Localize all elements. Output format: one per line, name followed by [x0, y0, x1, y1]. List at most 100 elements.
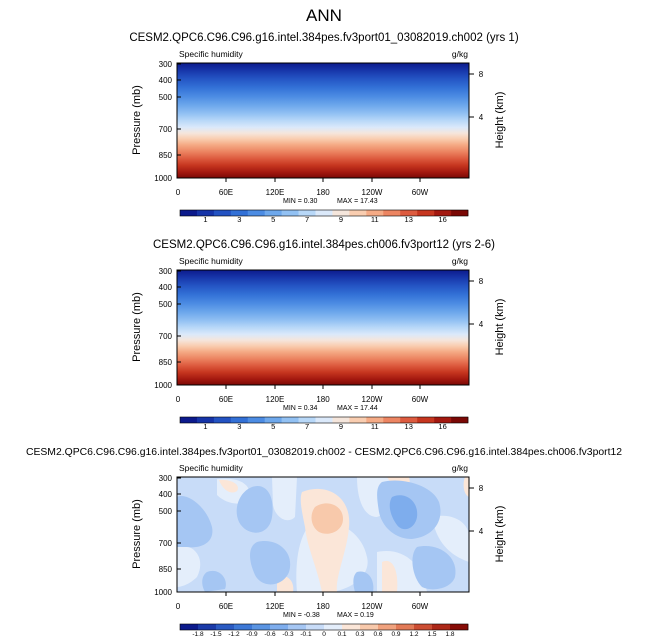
colorbar-label: 9: [339, 215, 343, 224]
colorbar-swatch: [400, 210, 418, 216]
colorbar-swatch: [196, 417, 215, 423]
negative-region: [236, 486, 273, 533]
panel-3-variable-label: Specific humidity: [179, 463, 244, 473]
colorbar-swatch: [342, 624, 361, 630]
colorbar-swatch: [216, 624, 235, 630]
panel-3-xtick: 180: [316, 602, 330, 611]
panel-3-xtick: 120E: [266, 602, 285, 611]
positive-region: [382, 560, 398, 592]
panel-2-y2-ticks: 8 4: [469, 277, 484, 329]
panel-2-ytick: 400: [159, 283, 173, 292]
colorbar-swatch: [264, 417, 282, 423]
panel-3-y2tick: 4: [479, 527, 484, 536]
positive-region: [463, 477, 469, 497]
colorbar-swatch: [247, 417, 266, 423]
colorbar-label: 0.1: [337, 631, 346, 638]
colorbar-label: 3: [237, 422, 241, 431]
panel-1-variable-label: Specific humidity: [179, 49, 244, 59]
panel-1-min-label: MIN = 0.30: [283, 198, 318, 205]
colorbar-label: 16: [438, 215, 446, 224]
panel-1-max-label: MAX = 17.43: [337, 198, 378, 205]
panel-1-x-ticks: 0 60E 120E 180 120W 60W: [176, 178, 429, 197]
strong-positive-region: [311, 503, 343, 534]
colorbar-label: -0.9: [246, 631, 258, 638]
panel-1-xtick: 120W: [362, 188, 383, 197]
panel-3-title: CESM2.QPC6.C96.C96.g16.intel.384pes.fv3p…: [26, 447, 622, 458]
colorbar-label: 5: [271, 422, 275, 431]
panel-1-plot-field: [177, 63, 469, 178]
panel-2-ylabel: Pressure (mb): [131, 292, 143, 362]
colorbar-swatch: [414, 624, 433, 630]
colorbar-swatch: [417, 417, 435, 423]
panel-2: CESM2.QPC6.C96.C96.g16.intel.384pes.ch00…: [131, 239, 506, 431]
colorbar-swatch: [198, 624, 217, 630]
panel-3: CESM2.QPC6.C96.C96.g16.intel.384pes.fv3p…: [26, 447, 622, 638]
colorbar-swatch: [180, 624, 199, 630]
colorbar-swatch: [383, 210, 401, 216]
panel-3-y-ticks: 300 400 500 700 850 1000: [154, 474, 181, 597]
colorbar-swatch: [451, 417, 469, 423]
colorbar-swatch: [360, 624, 379, 630]
colorbar-label: -1.2: [228, 631, 240, 638]
panel-2-ytick: 500: [159, 300, 173, 309]
panel-1-xtick: 0: [176, 188, 181, 197]
colorbar-swatch: [417, 210, 435, 216]
colorbar-swatch: [306, 624, 325, 630]
panel-1-ytick: 850: [159, 151, 173, 160]
panel-2-title: CESM2.QPC6.C96.C96.g16.intel.384pes.ch00…: [153, 239, 495, 251]
panel-2-colorbar: 1 3 5 7 9 11 13 16: [179, 416, 469, 431]
colorbar-swatch: [270, 624, 289, 630]
colorbar-label: 11: [371, 422, 379, 431]
colorbar-swatch: [298, 210, 316, 216]
panel-1-y-ticks: 300 400 500 700 850 1000: [154, 60, 181, 183]
panel-3-ytick: 300: [159, 474, 173, 483]
panel-3-y2label: Height (km): [494, 506, 506, 563]
colorbar-label: 13: [405, 215, 413, 224]
panel-2-min-label: MIN = 0.34: [283, 405, 318, 412]
negative-region: [412, 546, 456, 590]
colorbar-swatch: [180, 210, 198, 216]
negative-region: [202, 570, 226, 592]
panel-1-ytick: 400: [159, 76, 173, 85]
panel-3-min-label: MIN = -0.38: [283, 612, 320, 619]
colorbar-swatch: [230, 417, 249, 423]
panel-1-units-label: g/kg: [452, 49, 468, 59]
panel-1: CESM2.QPC6.C96.C96.g16.intel.384pes.fv3p…: [129, 32, 518, 224]
panel-2-variable-label: Specific humidity: [179, 256, 244, 266]
colorbar-label: -1.5: [210, 631, 222, 638]
panel-1-y2tick: 4: [479, 113, 484, 122]
negative-region: [353, 571, 374, 592]
colorbar-label: -1.8: [192, 631, 204, 638]
colorbar-swatch: [213, 417, 232, 423]
near-zero-region: [432, 515, 469, 562]
panel-1-ylabel: Pressure (mb): [131, 85, 143, 155]
colorbar-label: -0.6: [264, 631, 276, 638]
page-title: ANN: [306, 6, 342, 25]
strong-negative-region: [389, 495, 418, 530]
panel-1-y2tick: 8: [479, 70, 484, 79]
panel-2-xtick: 0: [176, 395, 181, 404]
colorbar-swatch: [281, 417, 299, 423]
panel-1-ytick: 700: [159, 125, 173, 134]
panel-2-xtick: 180: [316, 395, 330, 404]
panel-2-xtick: 60E: [219, 395, 233, 404]
colorbar-frame: [179, 209, 469, 217]
panel-3-ytick: 400: [159, 490, 173, 499]
panel-1-ytick: 1000: [154, 174, 172, 183]
colorbar-swatch: [247, 210, 266, 216]
panel-1-ytick: 300: [159, 60, 173, 69]
colorbar-swatch: [315, 417, 333, 423]
colorbar-label: 13: [405, 422, 413, 431]
colorbar-swatch: [196, 210, 215, 216]
panel-3-plot-field: [177, 477, 469, 592]
colorbar-swatch: [349, 417, 367, 423]
colorbar-swatch: [234, 624, 253, 630]
colorbar-label: 0.6: [373, 631, 382, 638]
panel-3-ytick: 700: [159, 539, 173, 548]
panel-2-units-label: g/kg: [452, 256, 468, 266]
colorbar-label: 5: [271, 215, 275, 224]
colorbar-label: 7: [305, 215, 309, 224]
panel-2-ytick: 300: [159, 267, 173, 276]
negative-region: [177, 496, 213, 548]
colorbar-label: -0.1: [300, 631, 312, 638]
